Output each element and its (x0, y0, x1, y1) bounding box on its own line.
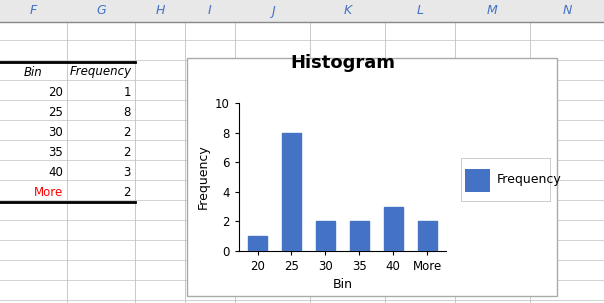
Text: Frequency: Frequency (70, 65, 132, 78)
Text: F: F (30, 5, 37, 18)
Bar (316, 221, 335, 251)
Bar (350, 221, 368, 251)
Text: 2: 2 (123, 145, 131, 158)
Y-axis label: Frequency: Frequency (196, 145, 210, 209)
Text: Frequency: Frequency (496, 173, 561, 186)
Text: H: H (155, 5, 165, 18)
Text: 2: 2 (123, 185, 131, 198)
Text: 25: 25 (48, 105, 63, 118)
Text: J: J (271, 5, 274, 18)
Text: 40: 40 (48, 165, 63, 178)
Text: 8: 8 (124, 105, 131, 118)
Text: Bin: Bin (24, 65, 43, 78)
Bar (384, 207, 403, 251)
Bar (418, 221, 437, 251)
Text: 3: 3 (124, 165, 131, 178)
Bar (282, 133, 301, 251)
FancyBboxPatch shape (187, 58, 557, 296)
Text: N: N (562, 5, 572, 18)
Text: 30: 30 (48, 125, 63, 138)
Bar (465, 169, 490, 192)
X-axis label: Bin: Bin (332, 278, 352, 291)
Text: I: I (208, 5, 212, 18)
Text: 2: 2 (123, 125, 131, 138)
Text: G: G (96, 5, 106, 18)
Text: K: K (344, 5, 352, 18)
Title: Histogram: Histogram (290, 54, 395, 72)
Text: 1: 1 (123, 85, 131, 98)
Text: More: More (34, 185, 63, 198)
Bar (248, 236, 267, 251)
Bar (0, 0, 604, 22)
Text: M: M (487, 5, 498, 18)
Text: 35: 35 (48, 145, 63, 158)
Text: 20: 20 (48, 85, 63, 98)
Text: L: L (417, 5, 423, 18)
